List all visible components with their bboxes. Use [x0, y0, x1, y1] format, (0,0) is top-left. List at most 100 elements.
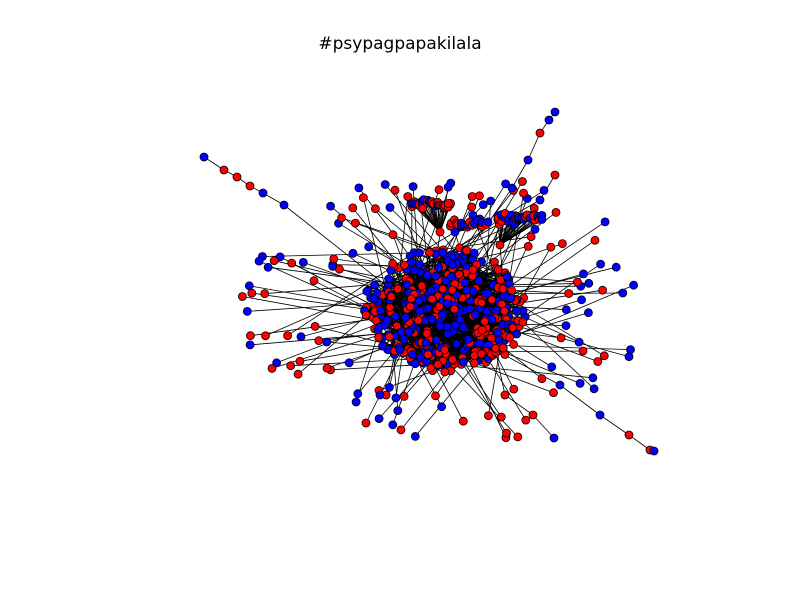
- graph-node-blue: [470, 249, 478, 257]
- graph-node-red: [469, 266, 477, 274]
- graph-node-red: [426, 249, 434, 257]
- graph-node-blue: [459, 358, 467, 366]
- graph-node-blue: [411, 432, 419, 440]
- graph-node-blue: [345, 359, 353, 367]
- graph-node-red: [407, 295, 415, 303]
- graph-node-blue: [408, 351, 416, 359]
- graph-node-red: [359, 194, 367, 202]
- graph-node-red: [518, 178, 526, 186]
- graph-node-red: [501, 391, 509, 399]
- graph-node-blue: [503, 273, 511, 281]
- graph-node-blue: [405, 328, 413, 336]
- graph-node-red: [391, 186, 399, 194]
- graph-edge: [528, 133, 540, 160]
- graph-node-red: [435, 186, 443, 194]
- graph-node-red: [470, 359, 478, 367]
- graph-node-red: [400, 392, 408, 400]
- graph-node-red: [481, 317, 489, 325]
- graph-node-blue: [396, 346, 404, 354]
- graph-node-blue: [463, 286, 471, 294]
- graph-node-blue: [370, 295, 378, 303]
- graph-node-red: [557, 334, 565, 342]
- graph-node-red: [428, 295, 436, 303]
- graph-node-blue: [439, 248, 447, 256]
- graph-node-red: [432, 392, 440, 400]
- graph-node-red: [536, 129, 544, 137]
- graph-node-red: [500, 307, 508, 315]
- graph-node-blue: [500, 293, 508, 301]
- graph-node-blue: [422, 339, 430, 347]
- graph-node-red: [538, 375, 546, 383]
- graph-node-red: [287, 362, 295, 370]
- graph-node-blue: [428, 287, 436, 295]
- graph-node-blue: [376, 391, 384, 399]
- graph-node-blue: [479, 201, 487, 209]
- graph-node-blue: [464, 336, 472, 344]
- graph-node-red: [448, 286, 456, 294]
- graph-node-blue: [484, 218, 492, 226]
- graph-node-blue: [589, 374, 597, 382]
- graph-node-red: [424, 351, 432, 359]
- graph-node-blue: [354, 390, 362, 398]
- graph-node-blue: [625, 353, 633, 361]
- graph-node-red: [625, 431, 633, 439]
- graph-node-blue: [531, 225, 539, 233]
- graph-node-blue: [409, 183, 417, 191]
- graph-node-blue: [630, 281, 638, 289]
- graph-node-blue: [297, 333, 305, 341]
- graph-node-blue: [461, 279, 469, 287]
- graph-node-blue: [243, 307, 251, 315]
- graph-node-blue: [363, 287, 371, 295]
- graph-node-blue: [513, 307, 521, 315]
- graph-node-red: [414, 316, 422, 324]
- graph-node-blue: [389, 421, 397, 429]
- graph-node-red: [371, 205, 379, 213]
- graph-node-blue: [612, 263, 620, 271]
- graph-node-red: [270, 257, 278, 265]
- graph-edge: [262, 253, 419, 257]
- graph-node-red: [514, 433, 522, 441]
- graph-node-red: [468, 203, 476, 211]
- graph-node-red: [294, 370, 302, 378]
- graph-node-red: [529, 411, 537, 419]
- graph-node-blue: [371, 281, 379, 289]
- graph-node-red: [491, 344, 499, 352]
- graph-edge: [505, 395, 533, 415]
- graph-node-red: [599, 286, 607, 294]
- graph-node-blue: [365, 243, 373, 251]
- graph-node-red: [386, 304, 394, 312]
- graph-node-red: [362, 419, 370, 427]
- graph-node-blue: [488, 315, 496, 323]
- graph-node-red: [510, 385, 518, 393]
- graph-node-blue: [459, 324, 467, 332]
- graph-node-blue: [448, 261, 456, 269]
- graph-node-blue: [443, 300, 451, 308]
- graph-node-blue: [453, 340, 461, 348]
- graph-node-blue: [400, 335, 408, 343]
- graph-node-red: [520, 189, 528, 197]
- graph-node-blue: [548, 363, 556, 371]
- graph-node-red: [262, 332, 270, 340]
- graph-node-blue: [402, 314, 410, 322]
- graph-node-red: [484, 412, 492, 420]
- graph-node-blue: [411, 266, 419, 274]
- graph-node-red: [261, 290, 269, 298]
- graph-node-blue: [323, 338, 331, 346]
- graph-node-blue: [508, 184, 516, 192]
- graph-node-blue: [349, 249, 357, 257]
- graph-node-red: [519, 318, 527, 326]
- graph-node-blue: [355, 184, 363, 192]
- graph-node-red: [311, 322, 319, 330]
- graph-node-red: [579, 347, 587, 355]
- graph-node-blue: [524, 156, 532, 164]
- graph-node-red: [565, 290, 573, 298]
- graph-node-blue: [585, 279, 593, 287]
- graph-node-red: [441, 346, 449, 354]
- graph-node-red: [296, 357, 304, 365]
- graph-node-red: [506, 333, 514, 341]
- graph-node-red: [375, 333, 383, 341]
- graph-node-blue: [386, 204, 394, 212]
- graph-node-blue: [590, 385, 598, 393]
